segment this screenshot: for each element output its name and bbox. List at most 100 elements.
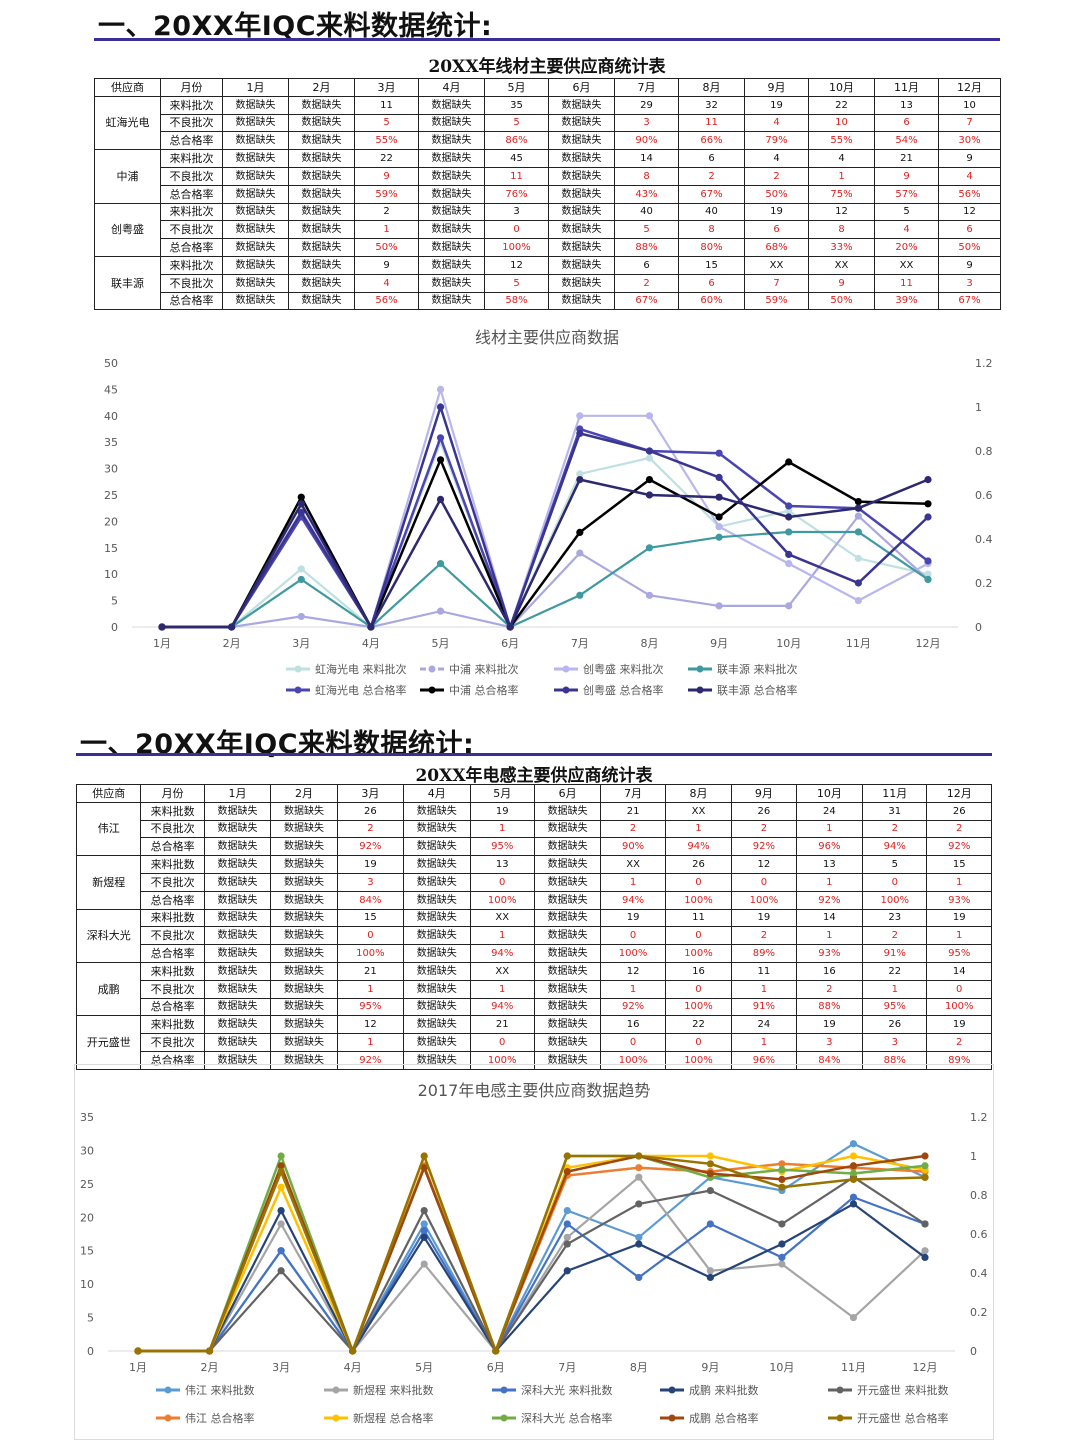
table-cell: 59%	[744, 291, 809, 311]
data-point	[158, 623, 166, 631]
legend-marker	[836, 1386, 844, 1394]
legend-marker	[696, 665, 704, 673]
data-point	[645, 447, 654, 455]
data-point	[924, 570, 932, 578]
metric-label: 来料批数	[140, 855, 205, 874]
legend-label: 成鹏 总合格率	[689, 1411, 759, 1425]
data-point	[436, 495, 445, 503]
y2-tick-label: 1.2	[975, 357, 993, 370]
legend-label: 创粤盛 来料批次	[583, 662, 664, 676]
x-tick-label: 12月	[913, 1361, 938, 1374]
table-row: 总合格率 数据缺失 数据缺失 92% 数据缺失 95% 数据缺失 90% 94% 92% 96% 94…	[77, 837, 992, 857]
legend-label: 成鹏 来料批数	[689, 1383, 759, 1397]
data-point	[367, 623, 375, 631]
data-point	[563, 1233, 571, 1241]
x-tick-label: 12月	[916, 637, 941, 650]
x-tick-label: 3月	[292, 637, 310, 650]
data-point	[715, 523, 723, 531]
data-point	[576, 476, 584, 484]
data-point	[921, 1173, 929, 1182]
data-point	[778, 1220, 786, 1228]
data-point	[420, 1233, 428, 1241]
data-point	[436, 456, 445, 464]
y-tick-label: 40	[104, 410, 118, 423]
data-point	[715, 533, 723, 541]
data-point	[297, 508, 305, 517]
data-point	[205, 1347, 214, 1355]
data-point	[645, 491, 654, 499]
y2-tick-label: 0.8	[970, 1189, 988, 1202]
y-tick-label: 35	[80, 1111, 94, 1124]
y-tick-label: 30	[80, 1144, 94, 1157]
data-point	[645, 591, 654, 599]
data-point	[277, 1247, 285, 1255]
series-line	[138, 1175, 926, 1354]
supplier-name: 开元盛世	[75, 1015, 142, 1070]
data-point	[228, 623, 236, 631]
table-row: 虹海光电 来料批次 数据缺失 数据缺失 11 数据缺失 35 数据缺失 29 32 19 22 13 10	[94, 95, 1001, 151]
y-tick-label: 15	[104, 542, 118, 555]
data-point	[635, 1152, 643, 1160]
data-point	[277, 1220, 285, 1228]
data-point	[921, 1253, 929, 1261]
data-point	[134, 1347, 142, 1355]
x-tick-label: 11月	[841, 1361, 866, 1374]
table-cell: 84%	[795, 1050, 864, 1070]
data-point	[420, 1220, 428, 1228]
x-tick-label: 4月	[362, 637, 380, 650]
table-cell: 12	[938, 202, 1001, 222]
data-point	[645, 454, 654, 462]
legend-label: 中浦 来料批次	[449, 662, 519, 676]
table-cell: 89%	[926, 1050, 992, 1070]
data-point	[785, 513, 793, 521]
legend-marker	[668, 1414, 676, 1422]
y-tick-label: 20	[80, 1211, 94, 1224]
chart-title-2: 2017年电感主要供应商数据趋势	[417, 1081, 651, 1100]
data-point	[297, 612, 305, 621]
legend-label: 联丰源 总合格率	[717, 683, 798, 697]
supplier-name: 新煜程	[75, 855, 142, 910]
y-tick-label: 25	[104, 489, 118, 502]
x-tick-label: 3月	[272, 1361, 290, 1374]
data-point	[635, 1200, 643, 1208]
table-row: 总合格率 数据缺失 数据缺失 92% 数据缺失 100% 数据缺失 100% 100% 96% 84…	[77, 1050, 992, 1070]
x-tick-label: 6月	[501, 637, 519, 650]
series-line	[162, 530, 929, 629]
metric-label: 总合格率	[140, 1050, 205, 1070]
data-point	[297, 500, 305, 508]
data-point	[297, 565, 305, 573]
table-row: 总合格率 数据缺失 数据缺失 55% 数据缺失 86% 数据缺失 90% 66% 79% 55% 54…	[95, 131, 1001, 151]
data-point	[492, 1347, 500, 1355]
table-row: 联丰源 来料批次 数据缺失 数据缺失 9 数据缺失 12 数据缺失 6 15 XX XX XX 9	[94, 255, 1001, 311]
table-row: 总合格率 数据缺失 数据缺失 84% 数据缺失 100% 数据缺失 94% 100% 100% 92…	[77, 890, 992, 910]
data-point	[921, 1152, 929, 1160]
data-point	[715, 513, 723, 521]
series-line	[138, 1175, 926, 1353]
data-point	[854, 528, 862, 536]
legend-label: 新煜程 来料批数	[353, 1383, 434, 1397]
x-tick-label: 9月	[701, 1361, 719, 1374]
data-point	[785, 560, 793, 568]
legend-label: 虹海光电 来料批次	[315, 662, 407, 676]
x-tick-label: 1月	[129, 1361, 147, 1374]
data-point	[921, 1162, 929, 1170]
x-tick-label: 10月	[769, 1361, 794, 1374]
series-line	[162, 514, 929, 629]
legend-label: 虹海光电 总合格率	[315, 683, 407, 697]
data-point	[277, 1152, 285, 1160]
data-point	[854, 512, 862, 520]
table-row: 总合格率 数据缺失 数据缺失 100% 数据缺失 94% 数据缺失 100% 100% 89% 93…	[77, 944, 992, 963]
x-tick-label: 10月	[776, 637, 801, 650]
table-row: 创粤盛 来料批次 数据缺失 数据缺失 2 数据缺失 3 数据缺失 40 40 19 12 5 12	[94, 202, 1001, 257]
x-tick-label: 7月	[558, 1361, 576, 1374]
table-cell: 数据缺失	[203, 1050, 272, 1070]
data-point	[778, 1160, 786, 1168]
table-row: 不良批次 数据缺失 数据缺失 2 数据缺失 1 数据缺失 2 1 2 1 2 2	[77, 819, 992, 839]
supplier-name: 成鹏	[75, 961, 142, 1017]
series-line	[162, 478, 929, 630]
table-row: 成鹏 来料批数 数据缺失 数据缺失 21 数据缺失 XX 数据缺失 12 16 11 16 22 14	[75, 961, 992, 1017]
data-point	[645, 412, 654, 420]
data-point	[277, 1267, 285, 1275]
y-tick-label: 15	[80, 1245, 94, 1258]
